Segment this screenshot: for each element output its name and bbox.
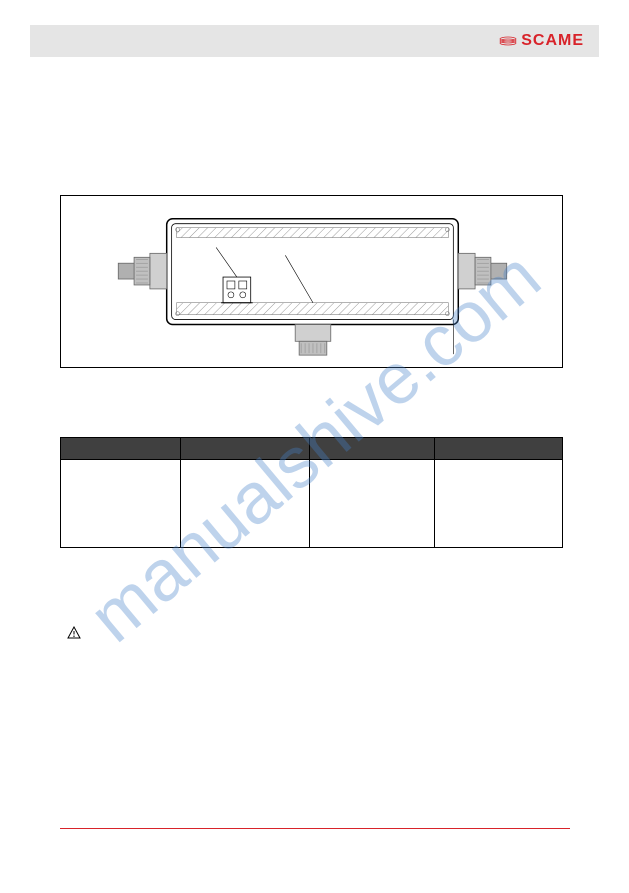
- table-cell: [180, 460, 310, 548]
- table-cell: [61, 460, 181, 548]
- warning-triangle-icon: [67, 626, 81, 640]
- technical-diagram: [60, 195, 563, 368]
- table-cell: [310, 460, 435, 548]
- table-header: [61, 438, 181, 460]
- table-header: [435, 438, 563, 460]
- left-cable-gland: [118, 253, 166, 289]
- bottom-cable-gland: [295, 324, 331, 355]
- table-header: [310, 438, 435, 460]
- table-row: [61, 460, 563, 548]
- brand-logo: SCAME: [499, 32, 584, 50]
- header-bar: SCAME: [30, 25, 599, 57]
- table-header: [180, 438, 310, 460]
- footer-divider: [60, 828, 570, 829]
- table-cell: [435, 460, 563, 548]
- table-header-row: [61, 438, 563, 460]
- terminal-block: [221, 277, 253, 303]
- right-cable-gland: [458, 253, 506, 289]
- logo-text: SCAME: [521, 32, 584, 50]
- junction-box-diagram: [61, 196, 562, 367]
- specifications-table: [60, 437, 563, 548]
- logo-icon: [499, 34, 517, 48]
